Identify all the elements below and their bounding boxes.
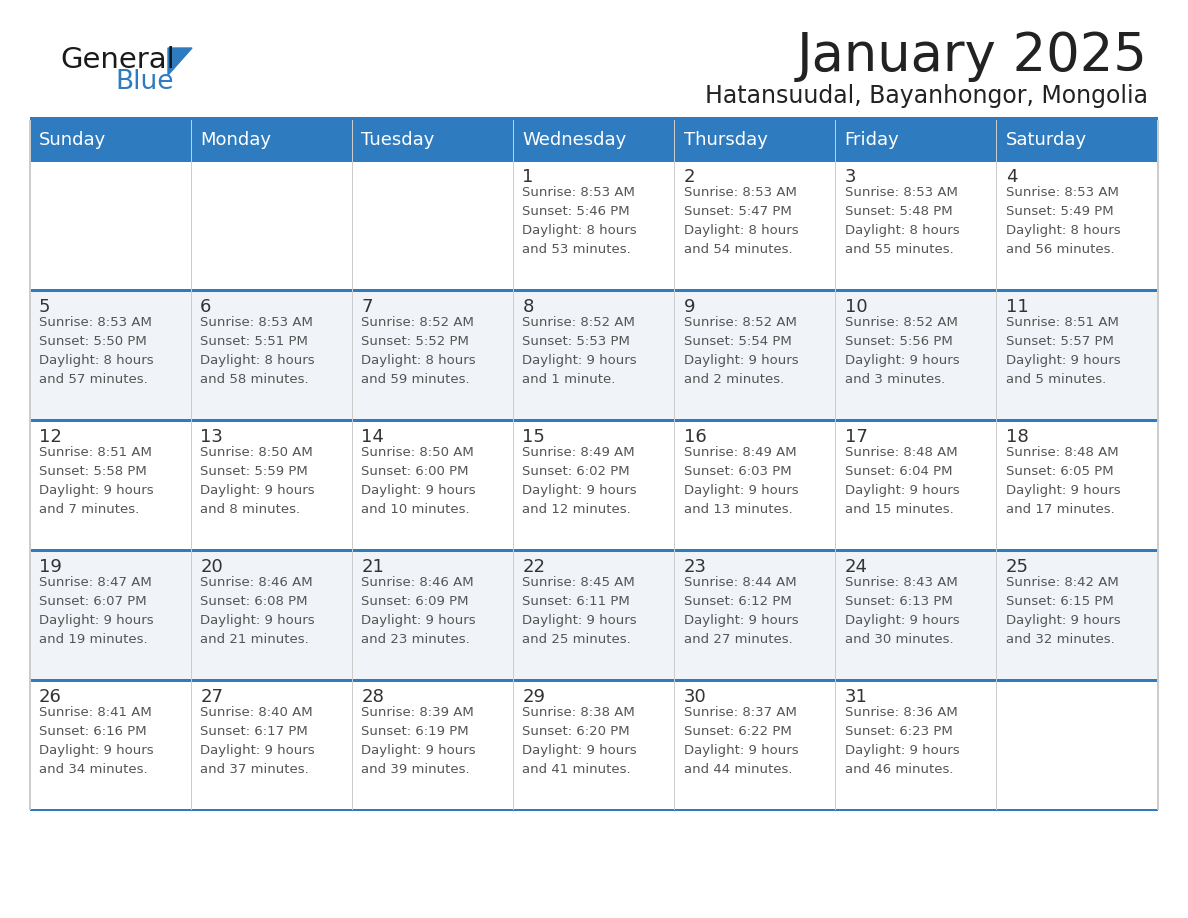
Text: 13: 13 [200,428,223,446]
Text: Hatansuudal, Bayanhongor, Mongolia: Hatansuudal, Bayanhongor, Mongolia [704,84,1148,108]
Text: 7: 7 [361,298,373,316]
Text: General: General [61,46,175,74]
Text: Sunrise: 8:53 AM
Sunset: 5:47 PM
Daylight: 8 hours
and 54 minutes.: Sunrise: 8:53 AM Sunset: 5:47 PM Dayligh… [683,186,798,256]
Bar [30,160,1158,290]
Text: Sunrise: 8:40 AM
Sunset: 6:17 PM
Daylight: 9 hours
and 37 minutes.: Sunrise: 8:40 AM Sunset: 6:17 PM Dayligh… [200,706,315,776]
Text: Saturday: Saturday [1006,131,1087,149]
Text: Sunrise: 8:46 AM
Sunset: 6:08 PM
Daylight: 9 hours
and 21 minutes.: Sunrise: 8:46 AM Sunset: 6:08 PM Dayligh… [200,576,315,646]
Text: Sunrise: 8:44 AM
Sunset: 6:12 PM
Daylight: 9 hours
and 27 minutes.: Sunrise: 8:44 AM Sunset: 6:12 PM Dayligh… [683,576,798,646]
Text: 12: 12 [39,428,62,446]
Text: Sunrise: 8:52 AM
Sunset: 5:56 PM
Daylight: 9 hours
and 3 minutes.: Sunrise: 8:52 AM Sunset: 5:56 PM Dayligh… [845,316,960,386]
Text: Sunrise: 8:37 AM
Sunset: 6:22 PM
Daylight: 9 hours
and 44 minutes.: Sunrise: 8:37 AM Sunset: 6:22 PM Dayligh… [683,706,798,776]
Bar [30,289,1158,292]
Text: Sunrise: 8:47 AM
Sunset: 6:07 PM
Daylight: 9 hours
and 19 minutes.: Sunrise: 8:47 AM Sunset: 6:07 PM Dayligh… [39,576,153,646]
Text: Friday: Friday [845,131,899,149]
Text: Sunrise: 8:45 AM
Sunset: 6:11 PM
Daylight: 9 hours
and 25 minutes.: Sunrise: 8:45 AM Sunset: 6:11 PM Dayligh… [523,576,637,646]
Bar [30,117,1158,120]
Text: Sunrise: 8:53 AM
Sunset: 5:51 PM
Daylight: 8 hours
and 58 minutes.: Sunrise: 8:53 AM Sunset: 5:51 PM Dayligh… [200,316,315,386]
Bar [30,120,1158,160]
Text: 31: 31 [845,688,867,706]
Text: 26: 26 [39,688,62,706]
Text: Sunrise: 8:53 AM
Sunset: 5:46 PM
Daylight: 8 hours
and 53 minutes.: Sunrise: 8:53 AM Sunset: 5:46 PM Dayligh… [523,186,637,256]
Bar [1157,120,1159,810]
Text: Sunrise: 8:36 AM
Sunset: 6:23 PM
Daylight: 9 hours
and 46 minutes.: Sunrise: 8:36 AM Sunset: 6:23 PM Dayligh… [845,706,960,776]
Text: 16: 16 [683,428,707,446]
Text: Wednesday: Wednesday [523,131,627,149]
Text: 4: 4 [1006,168,1017,186]
Text: Sunrise: 8:39 AM
Sunset: 6:19 PM
Daylight: 9 hours
and 39 minutes.: Sunrise: 8:39 AM Sunset: 6:19 PM Dayligh… [361,706,476,776]
Text: 17: 17 [845,428,867,446]
Text: 11: 11 [1006,298,1029,316]
Bar [30,679,1158,681]
Text: 25: 25 [1006,558,1029,576]
Text: 1: 1 [523,168,533,186]
Text: 6: 6 [200,298,211,316]
Text: 22: 22 [523,558,545,576]
Text: Sunrise: 8:53 AM
Sunset: 5:48 PM
Daylight: 8 hours
and 55 minutes.: Sunrise: 8:53 AM Sunset: 5:48 PM Dayligh… [845,186,960,256]
Text: Sunday: Sunday [39,131,106,149]
Text: 29: 29 [523,688,545,706]
Text: Sunrise: 8:46 AM
Sunset: 6:09 PM
Daylight: 9 hours
and 23 minutes.: Sunrise: 8:46 AM Sunset: 6:09 PM Dayligh… [361,576,476,646]
Text: Sunrise: 8:49 AM
Sunset: 6:03 PM
Daylight: 9 hours
and 13 minutes.: Sunrise: 8:49 AM Sunset: 6:03 PM Dayligh… [683,446,798,516]
Text: Sunrise: 8:50 AM
Sunset: 6:00 PM
Daylight: 9 hours
and 10 minutes.: Sunrise: 8:50 AM Sunset: 6:00 PM Dayligh… [361,446,476,516]
Text: Sunrise: 8:51 AM
Sunset: 5:58 PM
Daylight: 9 hours
and 7 minutes.: Sunrise: 8:51 AM Sunset: 5:58 PM Dayligh… [39,446,153,516]
Text: Sunrise: 8:51 AM
Sunset: 5:57 PM
Daylight: 9 hours
and 5 minutes.: Sunrise: 8:51 AM Sunset: 5:57 PM Dayligh… [1006,316,1120,386]
Text: Sunrise: 8:48 AM
Sunset: 6:04 PM
Daylight: 9 hours
and 15 minutes.: Sunrise: 8:48 AM Sunset: 6:04 PM Dayligh… [845,446,960,516]
Text: Sunrise: 8:52 AM
Sunset: 5:54 PM
Daylight: 9 hours
and 2 minutes.: Sunrise: 8:52 AM Sunset: 5:54 PM Dayligh… [683,316,798,386]
Bar [30,809,1158,811]
Text: 27: 27 [200,688,223,706]
Bar [30,419,1158,421]
Text: Sunrise: 8:43 AM
Sunset: 6:13 PM
Daylight: 9 hours
and 30 minutes.: Sunrise: 8:43 AM Sunset: 6:13 PM Dayligh… [845,576,960,646]
Bar [30,159,1158,162]
Text: Sunrise: 8:53 AM
Sunset: 5:49 PM
Daylight: 8 hours
and 56 minutes.: Sunrise: 8:53 AM Sunset: 5:49 PM Dayligh… [1006,186,1120,256]
Bar [30,290,1158,420]
Text: Sunrise: 8:41 AM
Sunset: 6:16 PM
Daylight: 9 hours
and 34 minutes.: Sunrise: 8:41 AM Sunset: 6:16 PM Dayligh… [39,706,153,776]
Bar [30,680,1158,810]
Text: 3: 3 [845,168,857,186]
Text: Sunrise: 8:50 AM
Sunset: 5:59 PM
Daylight: 9 hours
and 8 minutes.: Sunrise: 8:50 AM Sunset: 5:59 PM Dayligh… [200,446,315,516]
Polygon shape [168,48,192,75]
Text: 8: 8 [523,298,533,316]
Text: Sunrise: 8:49 AM
Sunset: 6:02 PM
Daylight: 9 hours
and 12 minutes.: Sunrise: 8:49 AM Sunset: 6:02 PM Dayligh… [523,446,637,516]
Text: Sunrise: 8:38 AM
Sunset: 6:20 PM
Daylight: 9 hours
and 41 minutes.: Sunrise: 8:38 AM Sunset: 6:20 PM Dayligh… [523,706,637,776]
Text: Sunrise: 8:52 AM
Sunset: 5:53 PM
Daylight: 9 hours
and 1 minute.: Sunrise: 8:52 AM Sunset: 5:53 PM Dayligh… [523,316,637,386]
Text: 20: 20 [200,558,223,576]
Text: Sunrise: 8:53 AM
Sunset: 5:50 PM
Daylight: 8 hours
and 57 minutes.: Sunrise: 8:53 AM Sunset: 5:50 PM Dayligh… [39,316,153,386]
Text: 14: 14 [361,428,384,446]
Bar [30,549,1158,552]
Text: 10: 10 [845,298,867,316]
Text: Thursday: Thursday [683,131,767,149]
Text: 2: 2 [683,168,695,186]
Text: 23: 23 [683,558,707,576]
Text: 28: 28 [361,688,384,706]
Text: Sunrise: 8:52 AM
Sunset: 5:52 PM
Daylight: 8 hours
and 59 minutes.: Sunrise: 8:52 AM Sunset: 5:52 PM Dayligh… [361,316,476,386]
Text: Monday: Monday [200,131,271,149]
Bar [30,420,1158,550]
Text: 21: 21 [361,558,384,576]
Text: Sunrise: 8:42 AM
Sunset: 6:15 PM
Daylight: 9 hours
and 32 minutes.: Sunrise: 8:42 AM Sunset: 6:15 PM Dayligh… [1006,576,1120,646]
Text: 19: 19 [39,558,62,576]
Bar [29,120,31,810]
Text: 18: 18 [1006,428,1029,446]
Bar [30,550,1158,680]
Text: 15: 15 [523,428,545,446]
Text: 24: 24 [845,558,867,576]
Text: 30: 30 [683,688,707,706]
Text: Tuesday: Tuesday [361,131,435,149]
Text: 5: 5 [39,298,51,316]
Text: Sunrise: 8:48 AM
Sunset: 6:05 PM
Daylight: 9 hours
and 17 minutes.: Sunrise: 8:48 AM Sunset: 6:05 PM Dayligh… [1006,446,1120,516]
Text: 9: 9 [683,298,695,316]
Text: January 2025: January 2025 [797,30,1148,82]
Text: Blue: Blue [115,69,173,95]
